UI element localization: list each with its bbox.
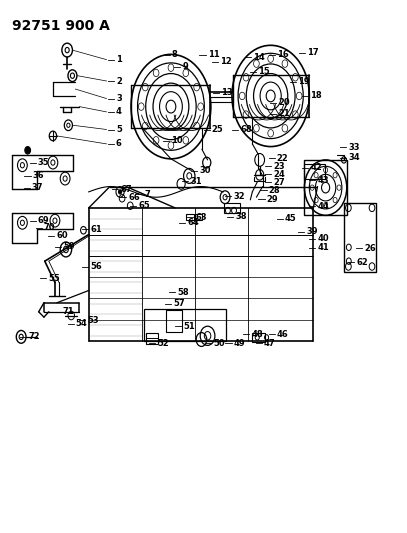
- Text: 43: 43: [317, 176, 329, 184]
- Text: 37: 37: [32, 183, 43, 192]
- Text: 72: 72: [28, 333, 40, 341]
- Text: 35: 35: [38, 158, 50, 167]
- Bar: [166, 310, 182, 332]
- Text: 49: 49: [234, 339, 245, 348]
- Text: 58: 58: [177, 288, 189, 296]
- Text: 44: 44: [317, 202, 329, 211]
- Text: 67: 67: [120, 185, 132, 193]
- Text: 40: 40: [317, 235, 329, 243]
- Bar: [144, 309, 226, 341]
- Text: 57: 57: [173, 300, 185, 308]
- Text: 14: 14: [253, 53, 265, 61]
- Text: 24: 24: [274, 170, 285, 179]
- Text: 66: 66: [128, 193, 140, 201]
- Text: 17: 17: [307, 49, 319, 57]
- Text: 30: 30: [199, 166, 211, 175]
- Text: 60: 60: [56, 231, 68, 240]
- Text: 27: 27: [274, 178, 285, 187]
- Text: 15: 15: [258, 68, 270, 76]
- Text: 2: 2: [116, 77, 122, 85]
- Bar: [146, 333, 158, 344]
- Text: 56: 56: [90, 262, 102, 271]
- Text: 20: 20: [278, 99, 290, 107]
- Text: 36: 36: [33, 172, 44, 180]
- Text: 8: 8: [172, 51, 177, 59]
- Text: 4: 4: [116, 108, 122, 116]
- Text: 6: 6: [116, 140, 122, 148]
- Bar: [224, 203, 240, 213]
- Circle shape: [25, 147, 31, 154]
- Text: 10: 10: [171, 136, 183, 145]
- Text: 64: 64: [187, 219, 199, 227]
- Text: 32: 32: [233, 192, 245, 200]
- Bar: [252, 333, 265, 342]
- Text: 31: 31: [190, 177, 202, 185]
- Text: 33: 33: [348, 143, 359, 151]
- Text: 11: 11: [208, 51, 219, 59]
- Text: 42: 42: [310, 164, 322, 172]
- Text: 25: 25: [212, 125, 223, 134]
- Text: 38: 38: [235, 213, 247, 221]
- Text: 28: 28: [269, 186, 280, 195]
- Text: 23: 23: [274, 162, 285, 171]
- Text: 26: 26: [364, 244, 376, 253]
- Text: 5: 5: [116, 125, 122, 134]
- Bar: [195, 214, 202, 220]
- Text: 18: 18: [310, 92, 322, 100]
- Text: 54: 54: [76, 319, 88, 328]
- Text: 12: 12: [220, 58, 232, 66]
- Text: 68: 68: [240, 125, 252, 134]
- Text: 59: 59: [63, 243, 75, 251]
- Text: 92751 900 A: 92751 900 A: [12, 19, 110, 33]
- Text: 55: 55: [48, 274, 60, 282]
- Text: 53: 53: [88, 316, 99, 325]
- Bar: [186, 214, 194, 220]
- Text: 39: 39: [306, 228, 318, 236]
- Bar: [344, 203, 376, 272]
- Circle shape: [118, 190, 122, 194]
- Text: 45: 45: [285, 214, 297, 223]
- Text: 48: 48: [252, 330, 263, 338]
- Text: 9: 9: [182, 62, 188, 71]
- Text: 34: 34: [348, 154, 360, 162]
- Text: 46: 46: [277, 330, 289, 338]
- Text: 69: 69: [38, 216, 50, 225]
- Text: 50: 50: [213, 339, 225, 348]
- Text: 13: 13: [221, 88, 233, 97]
- Text: 29: 29: [267, 195, 278, 204]
- Text: 51: 51: [183, 322, 195, 330]
- Text: 61: 61: [90, 225, 102, 233]
- Text: 22: 22: [277, 154, 289, 163]
- Text: 7: 7: [144, 190, 150, 198]
- Text: 1: 1: [116, 55, 122, 64]
- Text: 41: 41: [317, 244, 329, 252]
- Text: 52: 52: [158, 339, 169, 348]
- Text: 71: 71: [62, 308, 74, 316]
- Text: 47: 47: [264, 339, 276, 348]
- Bar: [304, 160, 347, 215]
- Text: 70: 70: [44, 223, 55, 232]
- Text: 62: 62: [356, 258, 368, 266]
- Text: 16: 16: [277, 51, 289, 59]
- Bar: [304, 164, 325, 179]
- Text: 63: 63: [195, 213, 207, 222]
- Text: 21: 21: [278, 109, 290, 118]
- Text: 65: 65: [138, 201, 150, 210]
- Text: 3: 3: [116, 94, 122, 103]
- Text: 19: 19: [298, 77, 310, 86]
